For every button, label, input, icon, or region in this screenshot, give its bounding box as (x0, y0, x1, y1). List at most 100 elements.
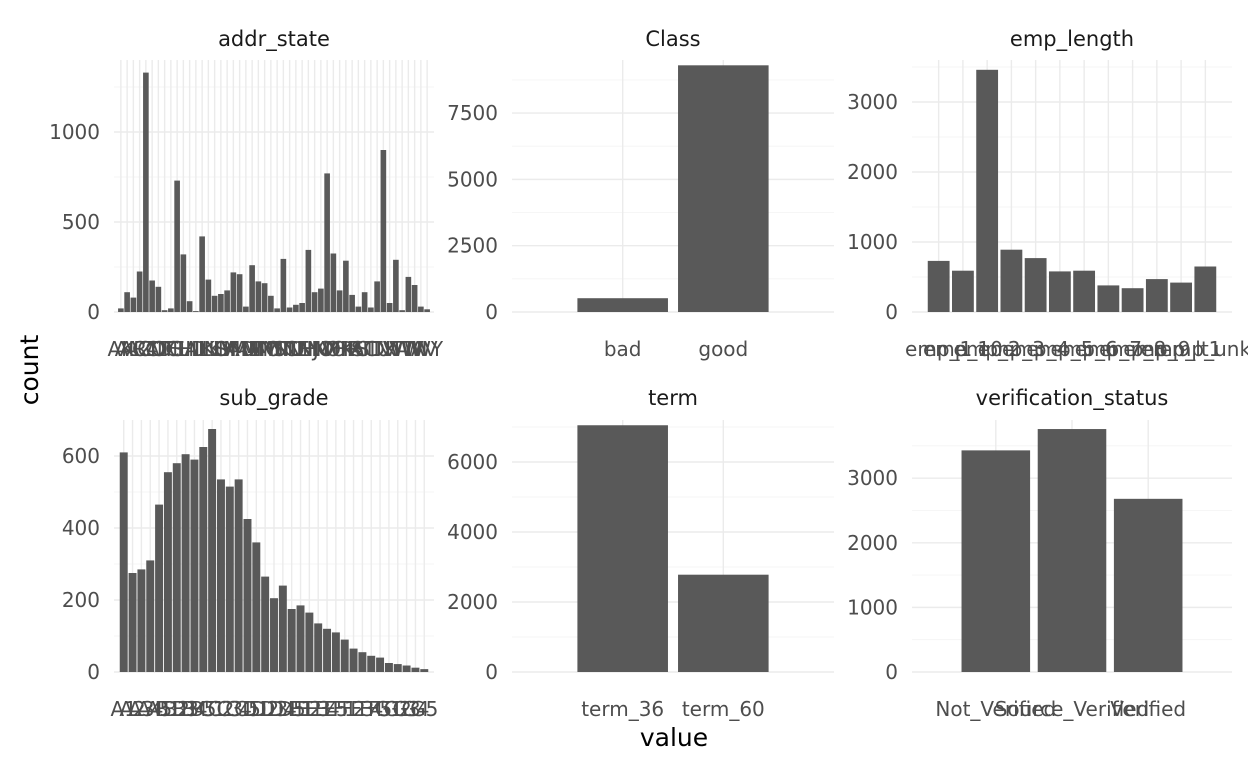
bar-d2 (261, 576, 270, 672)
bar-ak (118, 308, 124, 312)
bar-d4 (278, 585, 287, 672)
y-tick-label: 600 (62, 444, 100, 468)
bar-al (124, 292, 130, 312)
x-tick-label: Verified (1110, 697, 1186, 721)
x-tick-label: A3 (128, 697, 154, 721)
bar-nj (305, 249, 312, 312)
x-tick-label: NJ (298, 337, 319, 361)
y-tick-label: 0 (885, 300, 898, 324)
x-tick-label: OH (318, 337, 349, 361)
bar-e2 (305, 612, 314, 672)
x-tick-label: D4 (269, 697, 297, 721)
bar-a2 (128, 573, 137, 672)
bar-b3 (181, 454, 190, 672)
bar-sc (361, 292, 368, 312)
y-tick-label: 500 (62, 210, 100, 234)
x-tick-label: emp_4 (1002, 337, 1069, 361)
x-tick-label: NH (287, 337, 317, 361)
bar-me (243, 306, 249, 312)
bar-nh (299, 303, 305, 312)
bar-bad (577, 298, 668, 312)
bar-c1 (208, 429, 217, 672)
x-tick-label: GA (169, 337, 198, 361)
bar-mo (261, 283, 268, 312)
x-tick-label: CT (145, 337, 172, 361)
x-axis-title: value (640, 723, 708, 752)
y-tick-label: 0 (885, 660, 898, 684)
bar-co (149, 280, 155, 312)
x-tick-label: KS (202, 337, 228, 361)
x-tick-label: OK (325, 337, 355, 361)
panel-term: 0 2000 4000 6000 term_36 term_60 term (447, 386, 834, 721)
x-tick-label: PA (340, 337, 365, 361)
bar-not_verified (961, 450, 1031, 672)
x-tick-label: MN (242, 337, 274, 361)
bar-f3 (358, 652, 367, 672)
bar-emp_unk (1194, 266, 1217, 312)
x-tick-label: A4 (137, 697, 163, 721)
x-tick-label: WY (411, 337, 444, 361)
bar-mt (274, 308, 280, 312)
bar-emp_8 (1121, 288, 1144, 312)
bar-b1 (163, 472, 172, 672)
x-tick-label: E2 (297, 697, 322, 721)
y-tick-label: 1000 (847, 595, 898, 619)
x-tick-label: IN (198, 337, 219, 361)
x-tick-label: C4 (225, 697, 252, 721)
x-tick-label: G5 (410, 697, 438, 721)
bar-sd (368, 307, 374, 312)
x-tick-label: VT (389, 337, 416, 361)
bar-id (193, 311, 199, 312)
panel-sub-grade: 0 200 400 600 A1A2A3A4A5B1B2B3B4B5C1C2C3C4C5… (62, 386, 439, 721)
x-tick-label: emp_3 (978, 337, 1045, 361)
bar-vt (399, 310, 405, 312)
bar-ok (336, 290, 343, 312)
bar-f5 (376, 657, 385, 672)
x-tick-label: F3 (350, 697, 374, 721)
x-tick-label: NM (299, 337, 331, 361)
y-tick-label: 0 (485, 660, 498, 684)
x-tick-label: DC (150, 337, 179, 361)
facet-title: addr_state (218, 27, 330, 52)
x-tick-label: C1 (199, 697, 226, 721)
bar-d1 (252, 542, 261, 672)
x-tick-label: OR (331, 337, 361, 361)
y-tick-label: 200 (62, 588, 100, 612)
x-tick-label: G4 (401, 697, 429, 721)
bar-wv (418, 306, 424, 312)
x-tick-label: Not_Verified (935, 697, 1056, 721)
x-tick-label: NV (307, 337, 336, 361)
y-tick-label: 400 (62, 516, 100, 540)
bar-fl (174, 180, 180, 312)
y-tick-label: 6000 (447, 450, 498, 474)
bar-b4 (190, 459, 199, 672)
x-tick-label: MA (218, 337, 249, 361)
x-tick-label: emp_10 (923, 337, 1003, 361)
x-tick-label: AR (120, 337, 148, 361)
y-axis-title: count (15, 335, 44, 406)
panel-verification-status: 0 1000 2000 3000 Not_VerifiedSource_Verified… (847, 386, 1232, 721)
bar-f4 (367, 655, 376, 672)
x-tick-label: NE (282, 337, 310, 361)
bar-pa (349, 294, 355, 312)
bar-mn (255, 281, 262, 312)
x-tick-label: CO (137, 337, 167, 361)
bar-g2 (393, 664, 402, 672)
bar-b5 (199, 447, 208, 672)
bar-emp_7 (1097, 285, 1120, 312)
bar-e3 (314, 623, 323, 672)
bar-ms (268, 295, 274, 312)
x-tick-label: G2 (384, 697, 412, 721)
x-tick-label: emp_7 (1075, 337, 1142, 361)
x-tick-label: WV (404, 337, 438, 361)
facet-title: sub_grade (219, 386, 328, 411)
x-tick-label: MD (223, 337, 256, 361)
bar-ca (143, 72, 149, 312)
bar-wy (424, 309, 430, 312)
bar-hi (186, 301, 193, 312)
x-tick-label: bad (604, 337, 642, 361)
y-tick-label: 0 (87, 660, 100, 684)
bar-g4 (411, 667, 420, 672)
x-tick-label: KY (209, 337, 234, 361)
x-tick-label: G3 (392, 697, 420, 721)
